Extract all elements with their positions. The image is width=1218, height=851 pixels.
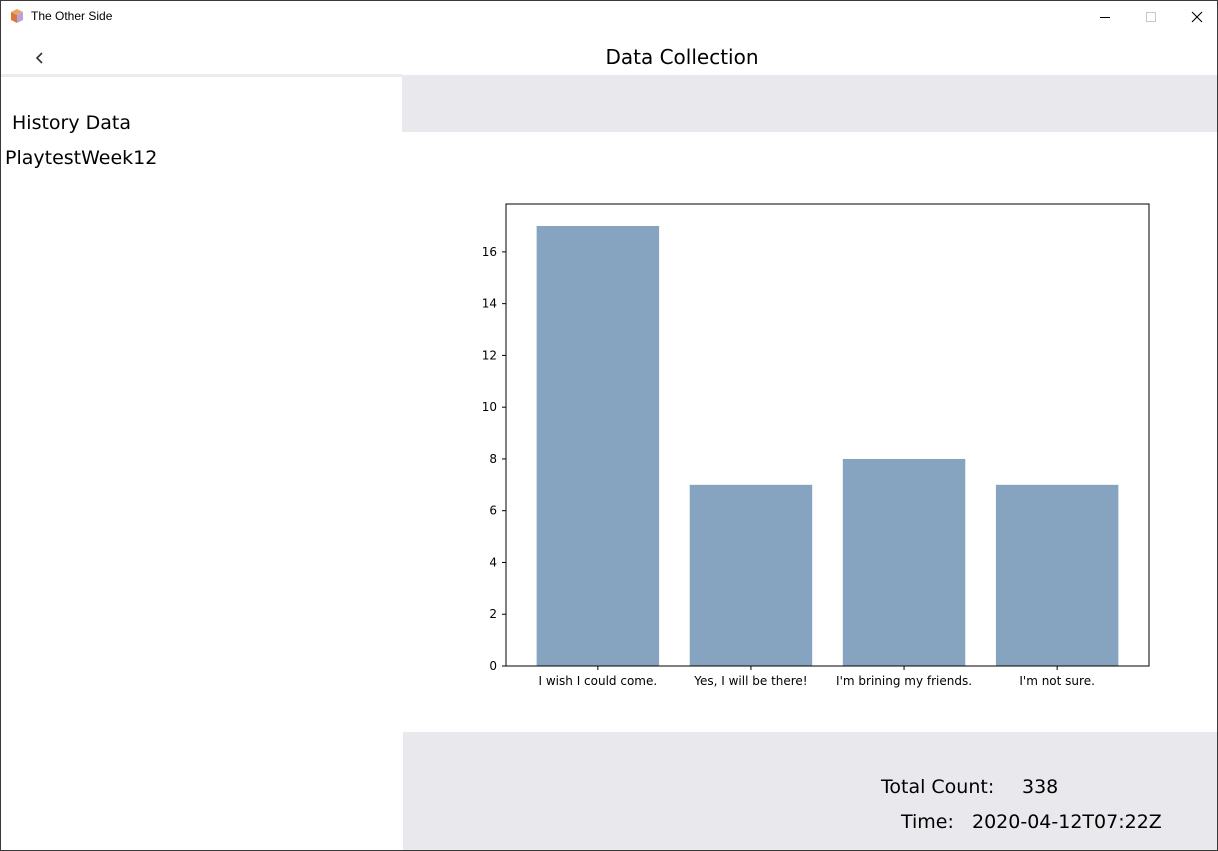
chart-bar [536,226,660,666]
x-tick-label: I'm not sure. [1019,674,1095,688]
total-count-label: Total Count: [881,776,995,798]
y-tick-label: 2 [489,607,497,621]
x-tick-label: I'm brining my friends. [836,674,972,688]
chevron-left-icon [35,52,43,64]
time-label: Time: [901,811,954,833]
maximize-button[interactable] [1128,1,1174,32]
x-tick-label: I wish I could come. [539,674,658,688]
bar-chart: I wish I could come. Yes, I will be there… [482,203,1150,688]
sidebar-item-playtestweek12[interactable]: PlaytestWeek12 [5,147,158,169]
header-divider [1,74,402,77]
app-icon [11,9,23,23]
y-tick-label: 12 [482,348,497,362]
chart-bar [995,484,1119,666]
y-tick-label: 16 [482,245,497,259]
window-title: The Other Side [31,9,113,23]
minimize-button[interactable] [1082,1,1128,32]
time-value: 2020-04-12T07:22Z [972,811,1162,833]
back-button[interactable] [24,45,56,71]
y-tick-label: 6 [489,504,497,518]
y-tick-label: 10 [482,400,497,414]
sidebar-heading: History Data [12,112,132,134]
y-tick-label: 0 [489,659,497,673]
title-bar: The Other Side [1,1,1217,32]
sidebar [1,77,401,850]
x-tick-label: Yes, I will be there! [693,674,807,688]
y-tick-label: 4 [489,555,497,569]
close-icon [1191,11,1203,22]
minimize-icon [1100,16,1110,18]
chart-bar [689,484,813,666]
y-tick-label: 14 [482,297,497,311]
stats-panel [403,732,1217,850]
total-count-value: 338 [1022,776,1059,798]
close-button[interactable] [1174,1,1217,32]
chart-bar [842,458,966,666]
y-tick-label: 8 [489,452,497,466]
page-title: Data Collection [605,45,759,69]
chart-header-band [402,75,1217,132]
plot-frame [505,203,1150,667]
page-header [1,32,1217,75]
maximize-icon [1146,11,1156,22]
